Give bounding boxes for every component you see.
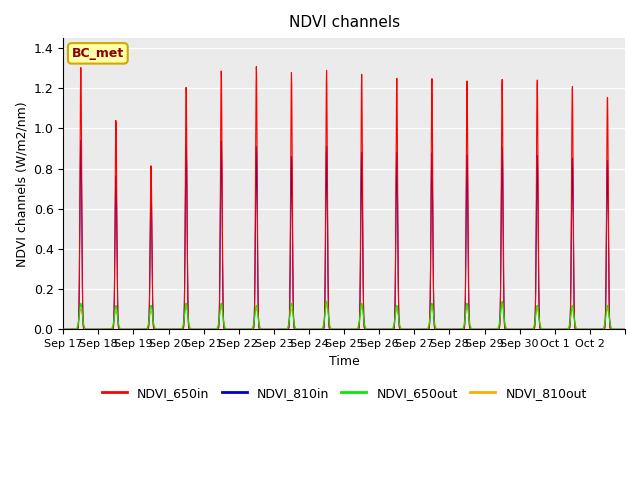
X-axis label: Time: Time (329, 355, 360, 368)
Text: BC_met: BC_met (72, 47, 124, 60)
Legend: NDVI_650in, NDVI_810in, NDVI_650out, NDVI_810out: NDVI_650in, NDVI_810in, NDVI_650out, NDV… (97, 382, 591, 405)
Title: NDVI channels: NDVI channels (289, 15, 400, 30)
Y-axis label: NDVI channels (W/m2/nm): NDVI channels (W/m2/nm) (15, 101, 28, 266)
